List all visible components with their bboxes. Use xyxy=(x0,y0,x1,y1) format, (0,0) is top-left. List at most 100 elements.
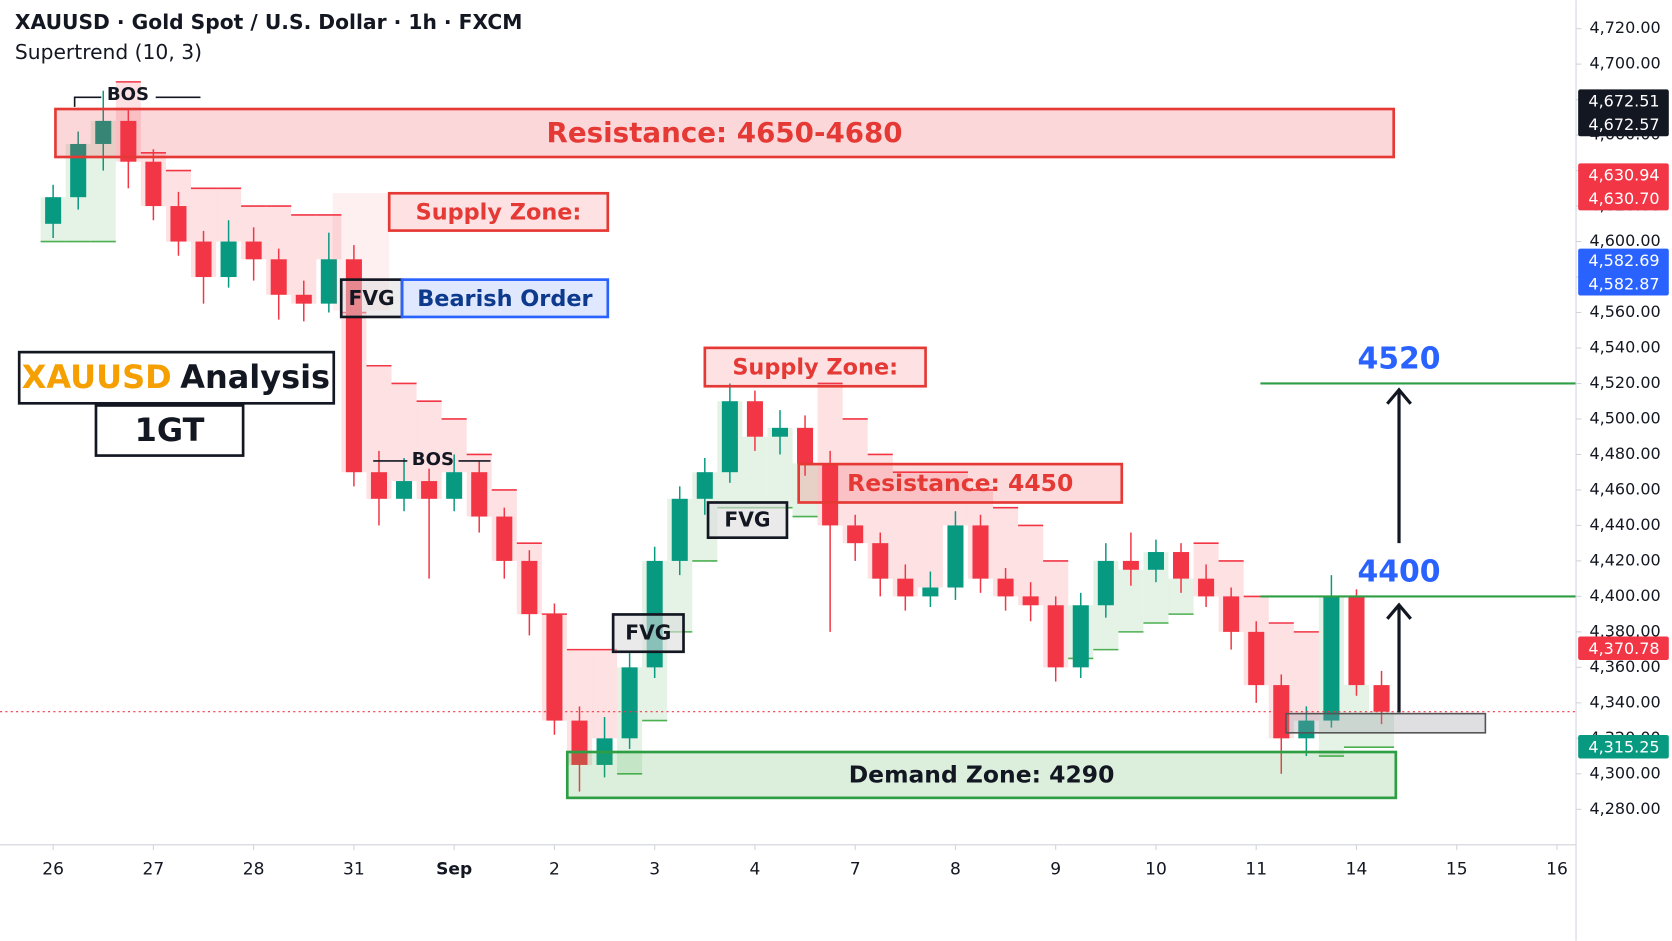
x-tick-label: 31 xyxy=(343,859,365,879)
x-tick-label: 3 xyxy=(649,859,660,879)
y-tick-label: 4,380.00 xyxy=(1589,621,1660,640)
annotation-label: Resistance: 4650-4680 xyxy=(547,116,903,149)
candle-body xyxy=(696,472,713,499)
price-tag-label: 4,315.25 xyxy=(1588,737,1659,756)
analysis-title-part: XAUUSD xyxy=(22,358,172,396)
x-tick-label: 7 xyxy=(850,859,861,879)
annotation-box xyxy=(387,191,610,232)
y-tick-label: 4,360.00 xyxy=(1589,657,1660,676)
candle-body xyxy=(370,472,387,499)
candle-body xyxy=(947,525,964,588)
candle-body xyxy=(1298,720,1315,739)
timeframe-label: 1GT xyxy=(135,411,205,449)
candle-body xyxy=(1198,578,1215,597)
x-tick-label: 4 xyxy=(750,859,761,879)
price-tag xyxy=(1578,163,1669,211)
y-tick-label: 4,420.00 xyxy=(1589,550,1660,569)
price-tag-label: 4,630.94 xyxy=(1588,166,1659,185)
candle-body xyxy=(1147,552,1164,570)
candle-body xyxy=(997,578,1014,597)
annotation-box xyxy=(400,278,610,319)
candle-body xyxy=(220,241,237,278)
target-arrow-head xyxy=(1386,387,1412,405)
target-arrow-head xyxy=(1386,602,1412,620)
annotation-label: Demand Zone: 4290 xyxy=(849,761,1115,789)
candle-body xyxy=(295,294,312,304)
y-tick-label: 4,600.00 xyxy=(1589,231,1660,250)
candle-body xyxy=(1022,596,1039,606)
y-tick-label: 4,520.00 xyxy=(1589,373,1660,392)
price-tag xyxy=(1578,636,1669,660)
candle-body xyxy=(1047,605,1064,668)
x-tick-label: 9 xyxy=(1050,859,1061,879)
candle-body xyxy=(145,161,162,207)
x-tick-label: 8 xyxy=(950,859,961,879)
annotation-box xyxy=(703,346,927,388)
candle-body xyxy=(1373,685,1390,712)
candle-body xyxy=(1248,631,1265,686)
annotation-box xyxy=(339,278,404,319)
y-tick-label: 4,720.00 xyxy=(1589,18,1660,37)
price-tag xyxy=(1578,735,1669,759)
candle-body xyxy=(1172,552,1190,579)
supertrend-fill xyxy=(917,472,943,588)
analysis-title: XAUUSD Analysis xyxy=(22,358,330,396)
candle-body xyxy=(972,525,989,579)
y-tick-label: 4,460.00 xyxy=(1589,479,1660,498)
candle-body xyxy=(45,197,62,224)
x-tick-label: 27 xyxy=(143,859,165,879)
candle-body xyxy=(922,587,939,597)
plot-area: Resistance: 4650-4680 Supply Zone: FVG Bear… xyxy=(0,81,1577,800)
candle-body xyxy=(621,667,638,739)
candle-body xyxy=(797,427,814,464)
bos-line xyxy=(73,96,102,107)
annotation-label: FVG xyxy=(625,621,671,645)
candle-body xyxy=(1072,605,1089,668)
annotation-box xyxy=(611,613,685,654)
x-tick-label: 11 xyxy=(1245,859,1267,879)
y-tick-label: 4,500.00 xyxy=(1589,408,1660,427)
annotation-box xyxy=(54,107,1396,159)
analysis-title-part: Analysis xyxy=(180,358,330,396)
candle-body xyxy=(421,481,438,499)
price-tag-label: 4,370.78 xyxy=(1588,639,1659,658)
y-tick-label: 4,400.00 xyxy=(1589,586,1660,605)
candle-body xyxy=(847,525,864,544)
chart-title: XAUUSD · Gold Spot / U.S. Dollar · 1h · … xyxy=(15,10,522,34)
target-label: 4400 xyxy=(1357,554,1440,589)
candle-body xyxy=(1323,596,1340,721)
candle-body xyxy=(320,259,337,304)
x-tick-label: 10 xyxy=(1145,859,1167,879)
candle-body xyxy=(671,498,688,561)
annotation-label: Bearish Order xyxy=(417,286,592,312)
candle-body xyxy=(546,614,563,721)
x-tick-label: 2 xyxy=(549,859,560,879)
price-tag-label: 4,582.69 xyxy=(1588,251,1659,270)
annotation-box xyxy=(565,750,1398,800)
price-tag-label: 4,672.51 xyxy=(1588,92,1659,111)
price-tag-label: 4,672.57 xyxy=(1588,115,1659,134)
y-tick-label: 4,280.00 xyxy=(1589,799,1660,818)
candle-body xyxy=(120,120,137,162)
candle-body xyxy=(1097,560,1114,606)
candle-body xyxy=(872,543,889,579)
candle-body xyxy=(396,481,413,499)
y-tick-label: 4,540.00 xyxy=(1589,337,1660,356)
candle-body xyxy=(721,401,738,473)
candle-body xyxy=(446,472,463,499)
x-tick-label: 15 xyxy=(1446,859,1468,879)
candle-body xyxy=(1348,596,1365,686)
bos-label: BOS xyxy=(107,84,149,105)
candle-body xyxy=(1223,596,1240,632)
x-tick-label: 28 xyxy=(243,859,265,879)
candle-body xyxy=(897,578,914,597)
x-tick-label: 14 xyxy=(1346,859,1368,879)
y-tick-label: 4,340.00 xyxy=(1589,692,1660,711)
candle-body xyxy=(471,472,488,517)
current-range-box xyxy=(1285,712,1487,734)
indicator-label: Supertrend (10, 3) xyxy=(15,40,202,64)
candle-body xyxy=(571,720,588,765)
candle-body xyxy=(170,206,187,242)
candle-body xyxy=(1122,560,1139,570)
